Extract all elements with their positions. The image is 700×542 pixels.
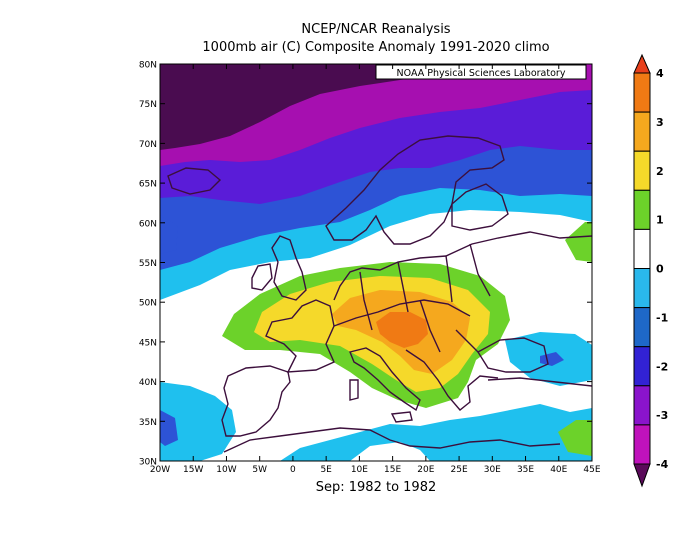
coastlines (167, 135, 592, 453)
colorbar-swatch (633, 346, 651, 387)
lon-tick-label: 40E (550, 465, 567, 475)
colorbar-label: -4 (656, 458, 669, 471)
credit-text: NOAA Physical Sciences Laboratory (397, 68, 566, 79)
coast-balkans (405, 349, 499, 411)
coast-france (265, 299, 335, 373)
credit-background (375, 64, 587, 80)
lon-tick-label: 25E (451, 465, 468, 475)
colorbar-swatch (633, 307, 651, 348)
coast-ireland (251, 263, 273, 291)
anomaly-field (160, 64, 592, 461)
lon-tick-label: 45E (583, 465, 600, 475)
title-line-2: 1000mb air (C) Composite Anomaly 1991-20… (202, 40, 550, 55)
colorbar-label: -3 (656, 409, 668, 422)
lon-tick-label: 10E (351, 465, 368, 475)
lon-tick-label: 0 (290, 465, 296, 475)
longitude-axis: 20W 15W 10W 5W 0 5E 10E 15E 20E 25E 30E 35E 40E 45E (150, 64, 601, 475)
lat-tick-label: 55N (139, 259, 157, 269)
lat-tick-label: 65N (139, 180, 157, 190)
lon-tick-label: 20E (417, 465, 434, 475)
lat-tick-label: 50N (139, 299, 157, 309)
colorbar-label: -1 (656, 311, 668, 324)
blue-patch-southwest (160, 410, 178, 446)
coast-turkey (487, 377, 592, 387)
lon-tick-label: 35E (517, 465, 534, 475)
lon-tick-label: 30E (484, 465, 501, 475)
coast-north-africa (223, 427, 561, 453)
colorbar-swatch (633, 189, 651, 230)
lon-tick-label: 15W (183, 465, 203, 475)
title-line-1: NCEP/NCAR Reanalysis (301, 22, 451, 37)
lat-tick-label: 75N (139, 100, 157, 110)
coast-black-sea (477, 337, 549, 373)
cyan-patch-southwest (160, 382, 236, 461)
date-range-subtitle: Sep: 1982 to 1982 (315, 480, 437, 495)
coast-iberia (221, 365, 291, 437)
colorbar: 4 3 2 1 0 -1 -2 -3 -4 (633, 53, 669, 488)
coast-scandinavia (325, 135, 505, 245)
cyan-band-south (280, 404, 592, 461)
lat-tick-label: 60N (139, 219, 157, 229)
blue-patch-west (160, 215, 178, 254)
coast-iceland (167, 167, 222, 195)
colorbar-swatch (633, 268, 651, 309)
white-inlet-south (350, 442, 430, 461)
lon-tick-label: 5E (320, 465, 332, 475)
colorbar-swatch (633, 228, 651, 269)
coast-finland (451, 183, 509, 231)
latitude-axis: 30N 35N 40N 45N 50N 55N 60N 65N 70N 75N 80N (139, 61, 592, 468)
coast-italy (349, 347, 421, 412)
credit-box: NOAA Physical Sciences Laboratory (375, 64, 587, 80)
lat-tick-label: 80N (139, 61, 157, 71)
coast-britain (271, 235, 307, 301)
lon-tick-label: 10W (216, 465, 236, 475)
coast-sardinia (349, 379, 359, 401)
colorbar-label: -2 (656, 360, 668, 373)
colorbar-label: 2 (656, 165, 664, 178)
lat-tick-label: 70N (139, 140, 157, 150)
colorbar-label: 3 (656, 116, 664, 129)
colorbar-arrow-top (633, 53, 651, 74)
borders-central (333, 243, 491, 353)
colorbar-label: 1 (656, 214, 664, 227)
lat-tick-label: 35N (139, 418, 157, 428)
red-orange-core (376, 312, 428, 348)
colorbar-label: 0 (656, 263, 664, 276)
green-patch-east-lower (558, 420, 592, 456)
colorbar-arrow-bottom (633, 463, 651, 488)
lat-tick-label: 45N (139, 338, 157, 348)
lon-tick-label: 20W (150, 465, 170, 475)
coast-sicily (390, 411, 413, 423)
lat-tick-label: 40N (139, 378, 157, 388)
green-patch-east-upper (565, 222, 592, 262)
colorbar-label: 4 (656, 67, 664, 80)
coast-north-europe (333, 231, 592, 301)
colorbar-swatch (633, 111, 651, 152)
lon-tick-label: 5W (252, 465, 267, 475)
deep-purple-north (160, 64, 460, 150)
colorbar-swatch (633, 424, 651, 465)
colorbar-swatch (633, 72, 651, 113)
lat-tick-label: 30N (139, 458, 157, 468)
colorbar-swatch (633, 150, 651, 191)
colorbar-swatch (633, 385, 651, 426)
lon-tick-label: 15E (384, 465, 401, 475)
